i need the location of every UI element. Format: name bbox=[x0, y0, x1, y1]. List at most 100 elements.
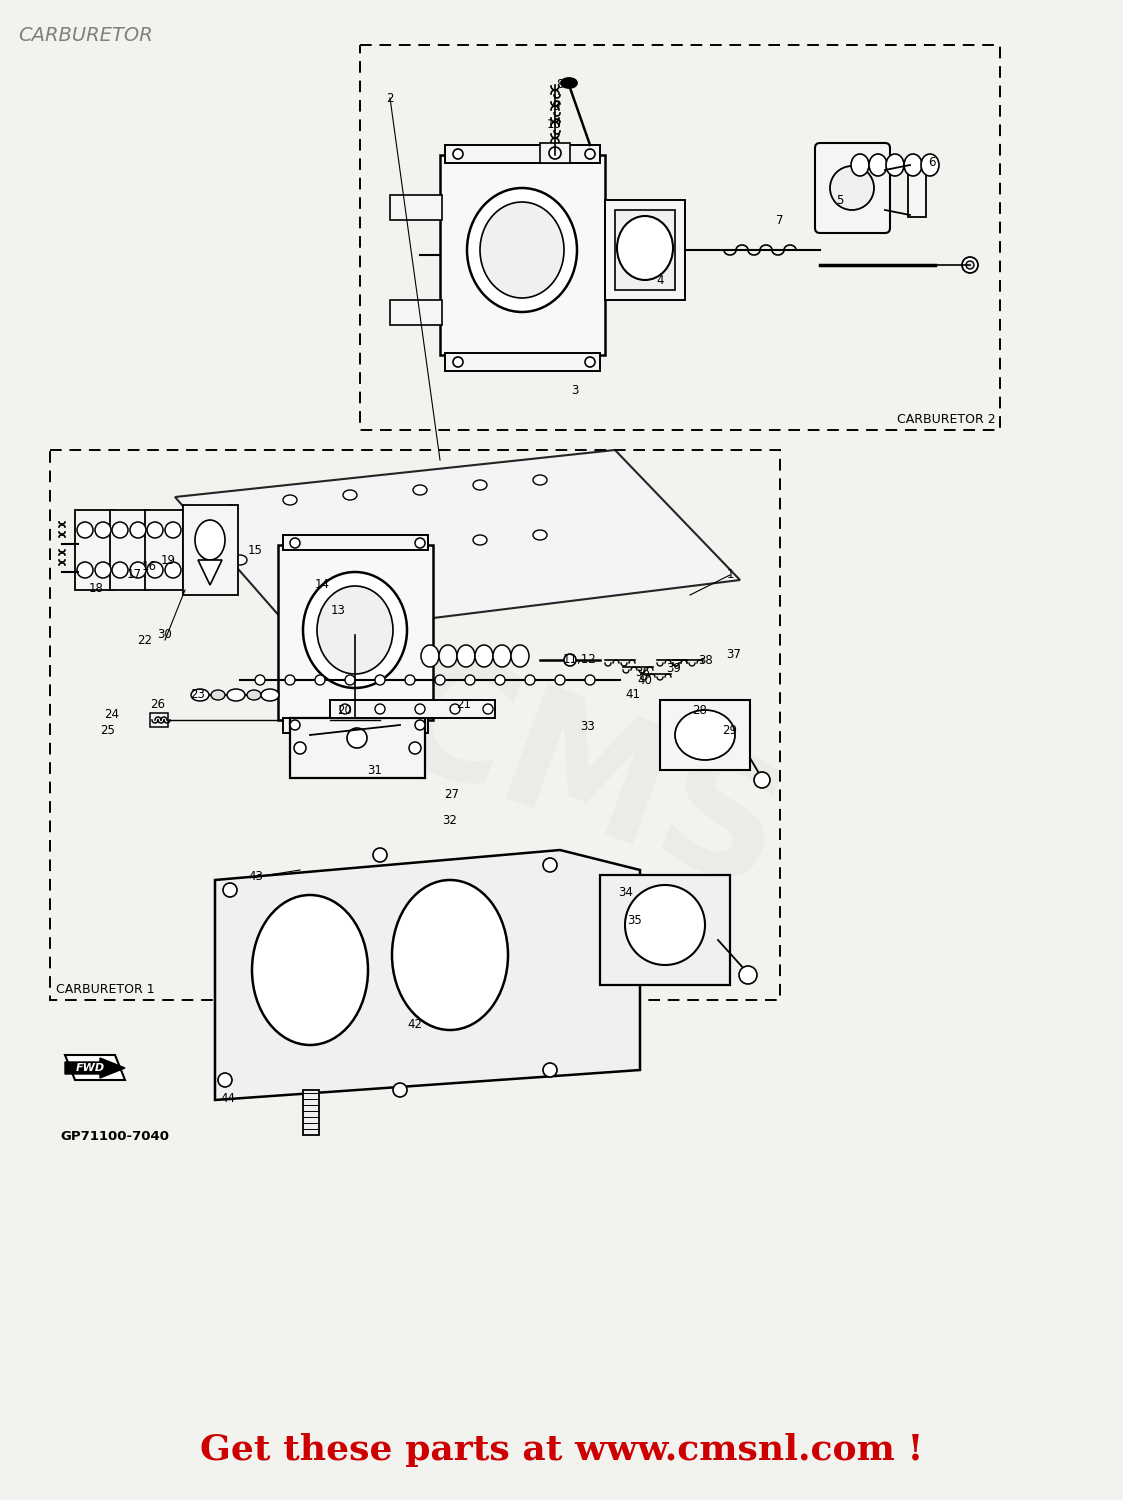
Text: 32: 32 bbox=[442, 813, 457, 826]
Bar bbox=[145, 510, 183, 590]
Text: CARBURETOR 1: CARBURETOR 1 bbox=[56, 982, 155, 996]
Circle shape bbox=[340, 704, 350, 714]
Bar bbox=[283, 718, 428, 734]
Circle shape bbox=[483, 704, 493, 714]
Ellipse shape bbox=[211, 690, 225, 700]
Bar bbox=[279, 544, 433, 720]
Text: 2: 2 bbox=[386, 92, 394, 105]
Ellipse shape bbox=[904, 154, 922, 176]
Polygon shape bbox=[65, 1054, 125, 1080]
Text: 41: 41 bbox=[626, 687, 640, 700]
Text: 23: 23 bbox=[191, 688, 206, 702]
Circle shape bbox=[555, 675, 565, 686]
Bar bbox=[75, 510, 113, 590]
Bar bbox=[660, 700, 750, 770]
Bar bbox=[183, 506, 238, 596]
Text: 42: 42 bbox=[408, 1019, 422, 1032]
Bar bbox=[600, 874, 730, 986]
Polygon shape bbox=[175, 450, 740, 634]
Text: 6: 6 bbox=[929, 156, 935, 168]
Circle shape bbox=[585, 148, 595, 159]
Ellipse shape bbox=[473, 480, 487, 490]
Text: 39: 39 bbox=[667, 662, 682, 675]
FancyBboxPatch shape bbox=[815, 142, 891, 232]
Circle shape bbox=[130, 562, 146, 578]
Circle shape bbox=[544, 1064, 557, 1077]
Bar bbox=[540, 142, 570, 164]
Text: 13: 13 bbox=[330, 603, 346, 616]
Circle shape bbox=[290, 720, 300, 730]
Circle shape bbox=[416, 538, 424, 548]
Bar bbox=[605, 200, 685, 300]
Bar bbox=[909, 164, 926, 218]
Bar bbox=[360, 45, 999, 430]
Ellipse shape bbox=[261, 688, 279, 700]
Polygon shape bbox=[198, 560, 222, 585]
Text: 31: 31 bbox=[367, 764, 383, 777]
Circle shape bbox=[112, 562, 128, 578]
Circle shape bbox=[405, 675, 416, 686]
Circle shape bbox=[585, 357, 595, 368]
Ellipse shape bbox=[562, 78, 577, 88]
Text: 10: 10 bbox=[547, 118, 562, 132]
Ellipse shape bbox=[343, 490, 357, 500]
Bar bbox=[110, 510, 148, 590]
Bar bbox=[390, 195, 442, 220]
Circle shape bbox=[147, 522, 163, 538]
Circle shape bbox=[345, 675, 355, 686]
Circle shape bbox=[544, 858, 557, 871]
Text: 7: 7 bbox=[776, 213, 784, 226]
Circle shape bbox=[77, 562, 93, 578]
Text: 33: 33 bbox=[581, 720, 595, 732]
Ellipse shape bbox=[293, 550, 307, 560]
Ellipse shape bbox=[480, 202, 564, 298]
Ellipse shape bbox=[533, 476, 547, 484]
Circle shape bbox=[465, 675, 475, 686]
Ellipse shape bbox=[617, 216, 673, 280]
Polygon shape bbox=[214, 850, 640, 1100]
Ellipse shape bbox=[252, 896, 368, 1046]
Bar bbox=[445, 352, 600, 370]
Ellipse shape bbox=[317, 586, 393, 674]
Ellipse shape bbox=[511, 645, 529, 668]
Text: 15: 15 bbox=[247, 543, 263, 556]
Bar bbox=[445, 146, 600, 164]
Ellipse shape bbox=[475, 645, 493, 668]
Ellipse shape bbox=[439, 645, 457, 668]
Text: 5: 5 bbox=[837, 194, 843, 207]
Text: 44: 44 bbox=[220, 1092, 236, 1104]
Ellipse shape bbox=[195, 520, 225, 560]
Circle shape bbox=[754, 772, 770, 788]
Circle shape bbox=[450, 704, 460, 714]
Text: 40: 40 bbox=[638, 674, 652, 687]
Text: 25: 25 bbox=[101, 723, 116, 736]
Circle shape bbox=[962, 256, 978, 273]
Ellipse shape bbox=[467, 188, 577, 312]
Bar bbox=[283, 536, 428, 550]
Circle shape bbox=[314, 675, 325, 686]
Text: 28: 28 bbox=[693, 704, 707, 717]
Text: 17: 17 bbox=[127, 568, 141, 582]
Ellipse shape bbox=[457, 645, 475, 668]
Circle shape bbox=[453, 357, 463, 368]
Ellipse shape bbox=[247, 690, 261, 700]
Circle shape bbox=[165, 522, 181, 538]
Text: 38: 38 bbox=[699, 654, 713, 666]
Circle shape bbox=[294, 742, 305, 754]
Text: CMS: CMS bbox=[364, 633, 804, 927]
Text: 43: 43 bbox=[248, 870, 264, 883]
Ellipse shape bbox=[392, 880, 508, 1031]
Text: 37: 37 bbox=[727, 648, 741, 662]
Text: 4: 4 bbox=[656, 273, 664, 286]
Text: 9: 9 bbox=[553, 99, 559, 112]
Text: 14: 14 bbox=[314, 579, 329, 591]
Text: FWD: FWD bbox=[75, 1064, 104, 1072]
Ellipse shape bbox=[191, 688, 209, 700]
Circle shape bbox=[95, 522, 111, 538]
Bar bbox=[330, 700, 495, 718]
Circle shape bbox=[285, 675, 295, 686]
Text: 16: 16 bbox=[141, 561, 156, 573]
Circle shape bbox=[373, 847, 387, 862]
Text: 36: 36 bbox=[636, 666, 650, 678]
Circle shape bbox=[347, 728, 367, 748]
